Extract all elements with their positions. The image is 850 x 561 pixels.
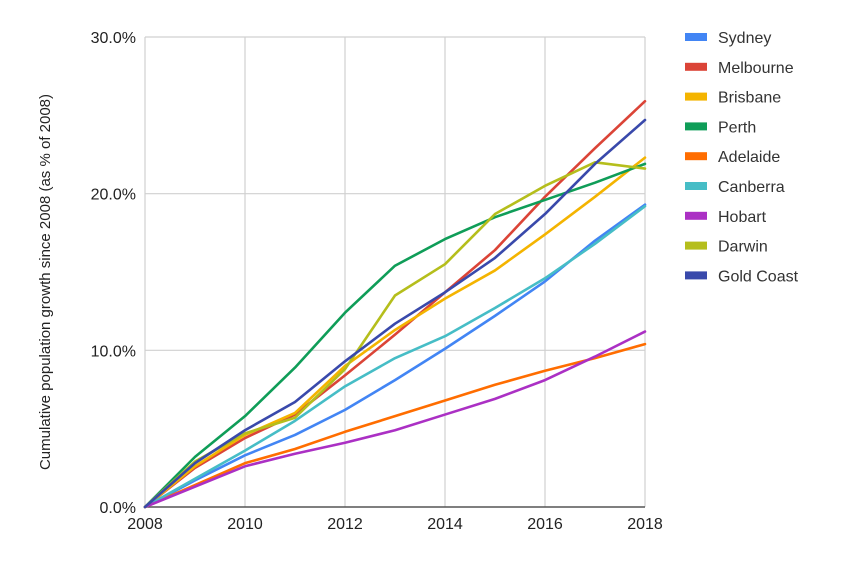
y-axis-ticks: 0.0% 10.0% 20.0% 30.0%	[91, 30, 136, 517]
series-line-canberra	[143, 204, 647, 509]
series-line-sydney	[143, 203, 647, 509]
x-tick-label: 2018	[627, 516, 663, 533]
series-line-darwin	[143, 161, 647, 509]
series-line-hobart	[143, 330, 647, 509]
x-tick-label: 2014	[427, 516, 463, 533]
x-axis-ticks: 2008 2010 2012 2014 2016 2018	[127, 516, 663, 533]
legend-swatch	[685, 62, 707, 71]
legend-label: Brisbane	[718, 90, 781, 107]
series-line-melbourne	[143, 99, 647, 509]
legend-swatch	[685, 92, 707, 101]
legend-swatch	[685, 182, 707, 190]
gridlines	[144, 36, 646, 508]
legend-label: Hobart	[718, 209, 767, 226]
y-tick-label: 10.0%	[91, 343, 136, 360]
legend-item-melbourne: Melbourne	[685, 60, 794, 77]
x-tick-label: 2016	[527, 516, 563, 533]
legend-item-darwin: Darwin	[685, 239, 768, 256]
legend-label: Sydney	[718, 30, 771, 47]
legend-swatch	[685, 241, 707, 250]
x-tick-label: 2012	[327, 516, 363, 533]
legend-label: Melbourne	[718, 60, 794, 77]
y-tick-label: 0.0%	[100, 500, 136, 517]
x-tick-label: 2008	[127, 516, 163, 533]
legend-swatch	[685, 122, 707, 131]
y-tick-label: 30.0%	[91, 30, 136, 47]
legend-item-perth: Perth	[685, 119, 756, 136]
legend-swatch	[685, 211, 707, 220]
legend-swatch	[685, 33, 707, 41]
x-tick-label: 2010	[227, 516, 263, 533]
legend-item-canberra: Canberra	[685, 179, 785, 196]
y-tick-label: 20.0%	[91, 187, 136, 204]
legend-swatch	[685, 271, 707, 280]
legend-label: Darwin	[718, 239, 768, 256]
series-line-adelaide	[143, 342, 647, 509]
series-line-perth	[143, 162, 647, 509]
legend-item-brisbane: Brisbane	[685, 90, 781, 107]
legend-label: Adelaide	[718, 149, 780, 166]
legend-item-hobart: Hobart	[685, 209, 767, 226]
legend-label: Canberra	[718, 179, 785, 196]
legend-swatch	[685, 152, 707, 161]
legend-item-gold-coast: Gold Coast	[685, 268, 799, 285]
series-line-brisbane	[143, 156, 647, 509]
legend: Sydney Melbourne Brisbane Perth Adelaide Canb…	[685, 30, 799, 285]
series-lines	[143, 99, 647, 509]
legend-label: Perth	[718, 119, 756, 136]
legend-item-sydney: Sydney	[685, 30, 771, 47]
legend-label: Gold Coast	[718, 268, 799, 285]
series-line-gold-coast	[143, 118, 647, 509]
y-axis-label: Cumulative population growth since 2008 …	[37, 94, 54, 470]
legend-item-adelaide: Adelaide	[685, 149, 780, 166]
